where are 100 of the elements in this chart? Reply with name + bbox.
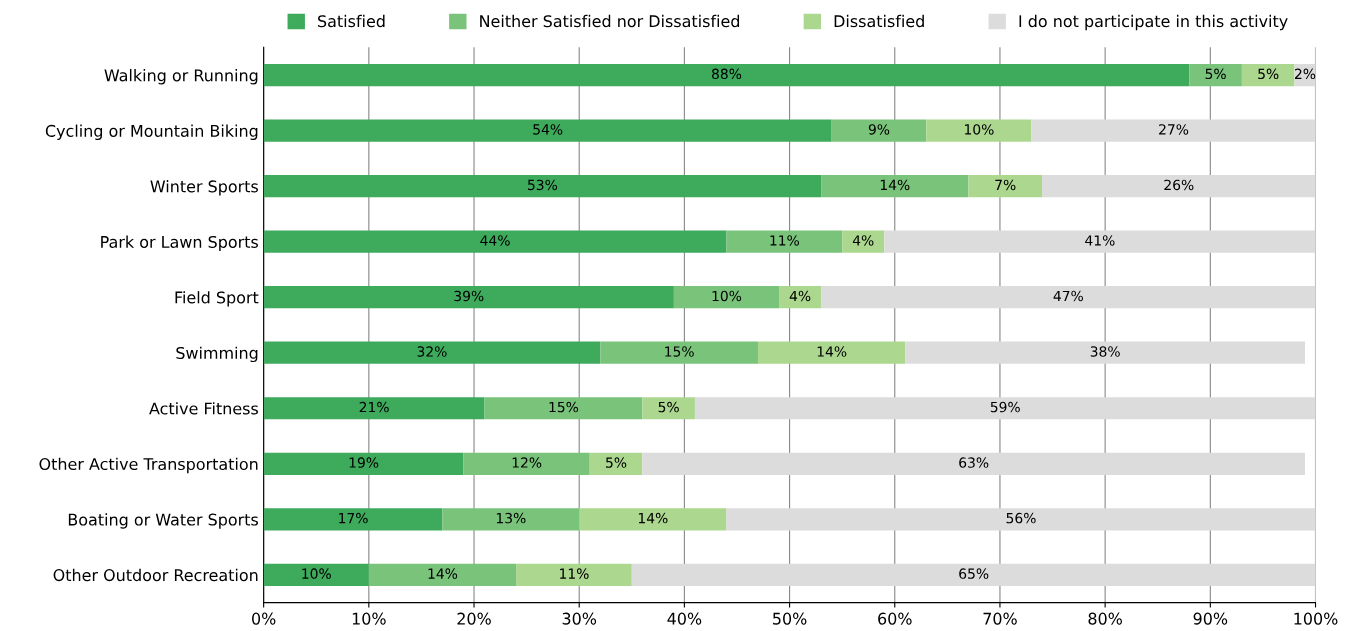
- x-tick-label: 60%: [878, 612, 912, 625]
- data-label: 59%: [990, 401, 1020, 413]
- data-label: 15%: [665, 346, 694, 357]
- bar: [263, 452, 464, 475]
- data-label: 7%: [995, 179, 1016, 191]
- bar: [516, 563, 632, 586]
- data-label: 38%: [1090, 346, 1120, 357]
- bar: [1031, 119, 1316, 142]
- data-label: 5%: [1205, 68, 1226, 80]
- data-label: 5%: [606, 457, 627, 468]
- data-label: 21%: [359, 401, 389, 413]
- x-tick-label: 20%: [457, 612, 491, 625]
- y-tick-label: Other Active Transportation: [39, 457, 258, 474]
- x-tick-label: 0%: [252, 612, 276, 625]
- data-label: 4%: [852, 235, 874, 246]
- y-tick-label: Boating or Water Sports: [68, 513, 259, 529]
- bar: [263, 175, 822, 198]
- bar: [968, 175, 1043, 198]
- y-tick-label: Park or Lawn Sports: [101, 235, 259, 252]
- bar: [368, 563, 517, 586]
- data-label: 11%: [770, 235, 799, 246]
- data-label: 44%: [480, 235, 510, 246]
- bar: [884, 230, 1316, 253]
- data-label: 27%: [1159, 124, 1189, 135]
- data-label: 65%: [959, 568, 989, 579]
- y-tick-label: Swimming: [176, 346, 258, 363]
- bar: [926, 119, 1032, 142]
- data-label: 10%: [712, 290, 742, 302]
- legend-label: Dissatisfied: [834, 14, 924, 28]
- y-tick-label: Winter Sports: [150, 180, 259, 196]
- bar: [600, 341, 759, 364]
- bar: [263, 286, 674, 309]
- data-label: 10%: [965, 124, 994, 135]
- bar: [442, 508, 580, 531]
- bar: [726, 508, 1316, 531]
- bar: [263, 230, 727, 253]
- x-tick-label: 10%: [352, 612, 386, 625]
- bar: [905, 341, 1305, 364]
- bar: [842, 230, 885, 253]
- data-label: 10%: [302, 568, 331, 579]
- data-label: 12%: [512, 457, 542, 468]
- bar: [694, 397, 1316, 420]
- bar: [631, 563, 1316, 586]
- bar: [1241, 63, 1295, 87]
- bar: [263, 508, 443, 531]
- y-tick-label: Other Outdoor Recreation: [53, 568, 258, 582]
- data-label: 15%: [549, 401, 579, 413]
- y-tick-label: Walking or Running: [104, 69, 258, 85]
- data-label: 14%: [817, 346, 847, 357]
- bar: [642, 397, 695, 420]
- legend-label: Neither Satisfied nor Dissatisfied: [480, 14, 740, 28]
- bar: [263, 63, 1190, 87]
- x-tick-label: 40%: [667, 612, 702, 625]
- bar: [463, 452, 590, 475]
- data-label: 5%: [1258, 68, 1279, 80]
- x-tick-label: 50%: [773, 612, 807, 625]
- data-label: 17%: [339, 512, 368, 524]
- data-label: 56%: [1006, 512, 1036, 524]
- y-tick-label: Active Fitness: [149, 402, 259, 415]
- bar: [821, 175, 969, 198]
- data-label: 19%: [349, 457, 379, 468]
- legend-label: Satisfied: [318, 14, 385, 28]
- bar: [1042, 175, 1316, 198]
- bar: [1189, 63, 1242, 87]
- bar: [263, 563, 369, 586]
- bar: [589, 452, 643, 475]
- bar: [831, 119, 927, 142]
- legend-label: I do not participate in this activity: [1019, 14, 1288, 31]
- data-label: 41%: [1085, 235, 1115, 246]
- bar: [263, 341, 601, 364]
- bar: [484, 397, 643, 420]
- data-label: 14%: [638, 512, 668, 524]
- data-label: 88%: [711, 68, 742, 80]
- data-label: 5%: [658, 401, 679, 413]
- data-label: 63%: [959, 457, 989, 468]
- x-tick-label: 80%: [1088, 612, 1123, 625]
- data-label: 39%: [454, 290, 484, 302]
- bar: [579, 508, 727, 531]
- data-label: 14%: [880, 179, 910, 191]
- bar: [779, 286, 822, 309]
- data-label: 11%: [560, 568, 589, 579]
- data-label: 2%: [1294, 68, 1316, 80]
- bar: [758, 341, 906, 364]
- data-label: 32%: [417, 346, 447, 357]
- bar: [726, 230, 843, 253]
- data-label: 54%: [533, 124, 563, 135]
- y-tick-label: Cycling or Mountain Biking: [45, 124, 258, 141]
- bar: [263, 119, 832, 142]
- data-label: 13%: [496, 512, 526, 524]
- x-tick-label: 90%: [1193, 612, 1228, 625]
- data-label: 14%: [428, 568, 458, 579]
- bar: [673, 286, 780, 309]
- data-label: 9%: [868, 124, 890, 135]
- x-tick-label: 100%: [1294, 612, 1338, 625]
- data-label: 47%: [1053, 290, 1083, 302]
- x-tick-label: 70%: [983, 612, 1017, 625]
- x-tick-label: 30%: [562, 612, 597, 625]
- bar: [263, 397, 485, 420]
- bar: [642, 452, 1305, 475]
- bar: [821, 286, 1316, 309]
